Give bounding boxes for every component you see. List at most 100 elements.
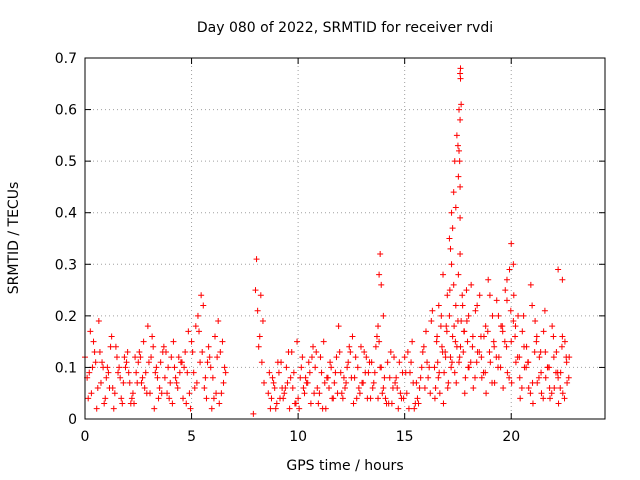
data-point bbox=[349, 333, 356, 340]
data-point bbox=[456, 354, 463, 361]
data-point bbox=[168, 354, 175, 361]
data-point bbox=[269, 374, 276, 381]
data-point bbox=[561, 395, 568, 402]
data-point bbox=[189, 348, 196, 355]
data-point bbox=[559, 390, 566, 397]
y-tick-label: 0 bbox=[68, 412, 77, 428]
data-point bbox=[99, 359, 106, 366]
data-point bbox=[305, 359, 312, 366]
data-point bbox=[448, 364, 455, 371]
data-point bbox=[147, 390, 153, 397]
data-point bbox=[486, 348, 493, 355]
data-point bbox=[448, 261, 455, 268]
data-point bbox=[255, 343, 262, 350]
data-point bbox=[266, 369, 273, 376]
data-point bbox=[326, 385, 333, 392]
data-point bbox=[370, 379, 377, 386]
data-point bbox=[446, 287, 453, 294]
data-point bbox=[333, 354, 340, 361]
data-point bbox=[469, 333, 476, 340]
data-point bbox=[290, 369, 297, 376]
data-point bbox=[121, 354, 128, 361]
data-point bbox=[372, 343, 379, 350]
data-point bbox=[175, 354, 182, 361]
data-point bbox=[402, 369, 409, 376]
x-tick-label: 15 bbox=[396, 429, 414, 445]
data-point bbox=[205, 343, 212, 350]
data-point bbox=[436, 369, 443, 376]
data-point bbox=[182, 348, 189, 355]
data-point bbox=[124, 348, 131, 355]
axis-ticks bbox=[84, 57, 605, 420]
data-point bbox=[274, 359, 281, 366]
data-point bbox=[478, 374, 485, 381]
data-point bbox=[540, 328, 547, 335]
data-point bbox=[487, 359, 494, 366]
data-point bbox=[321, 379, 328, 386]
data-point bbox=[289, 385, 296, 392]
data-point bbox=[443, 323, 450, 330]
data-point bbox=[279, 385, 286, 392]
data-point bbox=[135, 359, 142, 366]
data-point bbox=[96, 348, 103, 355]
data-point bbox=[340, 374, 347, 381]
data-point bbox=[219, 338, 226, 345]
data-point bbox=[559, 333, 566, 340]
data-point bbox=[141, 385, 148, 392]
data-point bbox=[531, 348, 538, 355]
data-point bbox=[547, 395, 554, 402]
data-point bbox=[495, 364, 502, 371]
data-point bbox=[474, 348, 481, 355]
data-point bbox=[486, 292, 493, 299]
data-point bbox=[93, 405, 100, 412]
data-point bbox=[118, 395, 125, 402]
data-point bbox=[473, 359, 480, 366]
data-point bbox=[452, 302, 459, 309]
data-point bbox=[196, 328, 203, 335]
data-point bbox=[105, 369, 112, 376]
data-point bbox=[489, 312, 496, 319]
data-point bbox=[529, 302, 536, 309]
data-point bbox=[437, 323, 444, 330]
data-point bbox=[401, 354, 408, 361]
data-point bbox=[533, 338, 540, 345]
data-point bbox=[304, 379, 311, 386]
data-point bbox=[312, 364, 319, 371]
data-point bbox=[389, 385, 396, 392]
data-point bbox=[291, 400, 298, 407]
data-point bbox=[438, 312, 445, 319]
x-tick-labels: 0 5 10 15 20 bbox=[81, 429, 521, 445]
data-point bbox=[436, 390, 443, 397]
data-point bbox=[527, 281, 534, 288]
data-point bbox=[510, 318, 517, 325]
data-point bbox=[295, 395, 302, 402]
data-point bbox=[516, 354, 523, 361]
data-point bbox=[499, 323, 506, 330]
data-point bbox=[253, 256, 260, 263]
plot-frame bbox=[84, 57, 606, 420]
data-point bbox=[446, 235, 453, 242]
data-point bbox=[301, 390, 308, 397]
data-point bbox=[445, 379, 452, 386]
data-point bbox=[136, 348, 143, 355]
data-point bbox=[457, 116, 464, 123]
x-tick-label: 20 bbox=[502, 429, 520, 445]
data-point bbox=[476, 292, 483, 299]
data-point bbox=[408, 359, 415, 366]
data-point bbox=[508, 240, 515, 247]
data-point bbox=[149, 333, 156, 340]
data-point bbox=[191, 385, 198, 392]
data-point bbox=[392, 379, 399, 386]
data-point bbox=[152, 369, 159, 376]
data-point bbox=[456, 106, 463, 113]
data-point bbox=[555, 400, 562, 407]
data-point bbox=[521, 364, 528, 371]
data-point bbox=[128, 395, 135, 402]
data-point bbox=[311, 390, 318, 397]
data-point bbox=[457, 65, 464, 72]
data-point bbox=[377, 250, 384, 257]
data-point bbox=[433, 338, 440, 345]
data-point bbox=[286, 405, 293, 412]
data-point bbox=[456, 147, 463, 154]
data-point bbox=[127, 400, 134, 407]
